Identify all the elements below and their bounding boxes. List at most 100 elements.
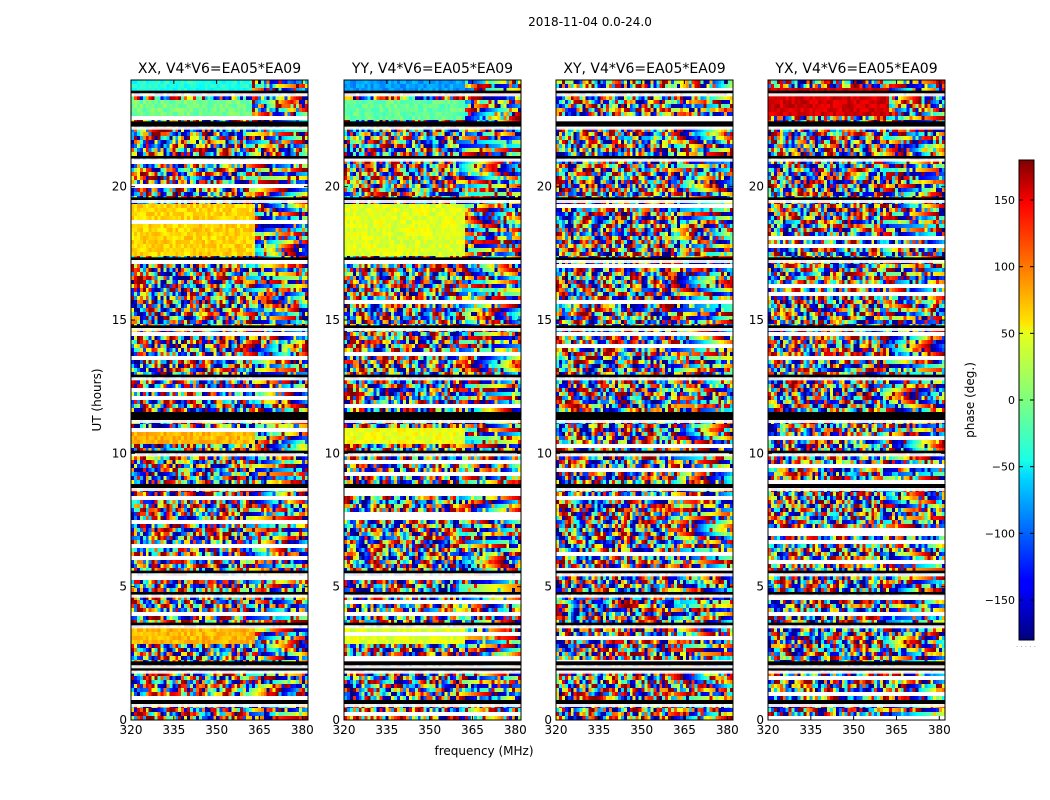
panels: XX, V4*V6=EA05*EA09 320 335 350 365 380 0 5 10 15… [112,61,951,737]
panel-frame [343,79,522,721]
flag-band [131,622,308,626]
panel-frame [555,79,734,721]
x-tick-label: 320 [545,723,568,737]
x-tick-label: 335 [375,723,398,737]
flag-gap [768,158,945,162]
flag-gap [344,665,521,669]
x-tick-label: 380 [291,723,314,737]
flag-band [556,592,733,595]
flag-gap [556,200,733,203]
flag-band [556,197,733,200]
panel-yx: YX, V4*V6=EA05*EA09 320 335 350 365 380 0 5 10 15… [749,61,951,737]
flag-band [556,666,733,671]
flag-gap [556,594,733,598]
flag-gap [768,488,945,491]
flag-band [556,374,733,378]
flag-gap [768,420,945,423]
flag-gap [768,260,945,263]
heatmap-yx [768,80,945,720]
colorbar-tick-label: 100 [994,261,1015,274]
flag-gap [768,126,945,130]
colorbar-tick-label: −150 [985,594,1015,607]
flag-band [131,484,308,488]
flag-band [768,450,945,454]
flag-band [768,661,945,666]
flag-band [344,121,521,127]
flag-gap [131,573,308,577]
flag-gap [344,158,521,162]
flag-band [556,622,733,626]
colorbar-tick-label: −100 [985,527,1015,540]
flag-band [344,156,521,159]
x-tick-label: 335 [799,723,822,737]
flag-band [344,90,521,94]
flag-band [131,90,308,94]
flag-band [131,412,308,420]
flag-band [344,700,521,704]
flag-gap [556,158,733,162]
panel-xy: XY, V4*V6=EA05*EA09 320 335 350 365 380 0 5 10 15… [537,61,739,737]
flag-band [131,197,308,200]
flag-band [768,484,945,488]
heatmap-xy [556,80,733,720]
flag-band [556,257,733,260]
x-tick-label: 320 [333,723,356,737]
flag-gap [344,420,521,423]
flag-gap [556,573,733,577]
flag-gap [131,93,308,97]
flag-band [556,121,733,127]
y-tick-label: 10 [325,446,340,460]
y-tick-label: 10 [537,446,552,460]
flag-band [344,450,521,454]
flag-band [556,484,733,488]
flag-gap [556,377,733,381]
x-tick-label: 365 [885,723,908,737]
flag-gap [131,126,308,130]
flag-gap [131,420,308,423]
x-tick-label: 380 [504,723,527,737]
y-tick-label: 15 [537,313,552,327]
y-tick-label: 0 [544,713,552,727]
flag-band [768,121,945,127]
x-tick-label: 380 [928,723,951,737]
flag-band [556,450,733,454]
flag-band [768,700,945,704]
flag-band [556,90,733,94]
x-tick-label: 350 [842,723,865,737]
flag-band [344,412,521,420]
x-tick-label: 350 [418,723,441,737]
y-axis-label: UT (hours) [90,368,104,431]
flag-gap [131,488,308,491]
heatmap-yy [344,80,521,720]
flag-gap [556,328,733,331]
x-tick-label: 380 [716,723,739,737]
flag-gap [344,93,521,97]
colorbar: −150 −100 −50 0 50 100 150 phase (deg.) . . . … [963,159,1036,649]
flag-gap [768,625,945,629]
flag-gap [344,488,521,491]
flag-gap [131,594,308,598]
flag-gap [556,260,733,263]
flag-band [131,570,308,574]
flag-band [768,592,945,595]
flag-gap [344,573,521,577]
flag-gap [344,670,521,674]
colorbar-tick-label: −50 [992,461,1015,474]
y-tick-label: 5 [544,580,552,594]
flag-gap [556,670,733,674]
flag-band [768,412,945,420]
y-tick-label: 0 [119,713,127,727]
flag-band [768,666,945,671]
flag-band [131,666,308,671]
flag-gap [556,488,733,491]
panel-xx: XX, V4*V6=EA05*EA09 320 335 350 365 380 0 5 10 15… [112,61,314,737]
flag-gap [131,670,308,674]
flag-band [344,197,521,200]
x-tick-label: 350 [630,723,653,737]
panel-title: YY, V4*V6=EA05*EA09 [351,61,513,77]
y-tick-label: 20 [325,180,340,194]
flag-gap [768,453,945,457]
flag-gap [131,453,308,457]
flag-gap [768,328,945,331]
flag-band [768,257,945,260]
